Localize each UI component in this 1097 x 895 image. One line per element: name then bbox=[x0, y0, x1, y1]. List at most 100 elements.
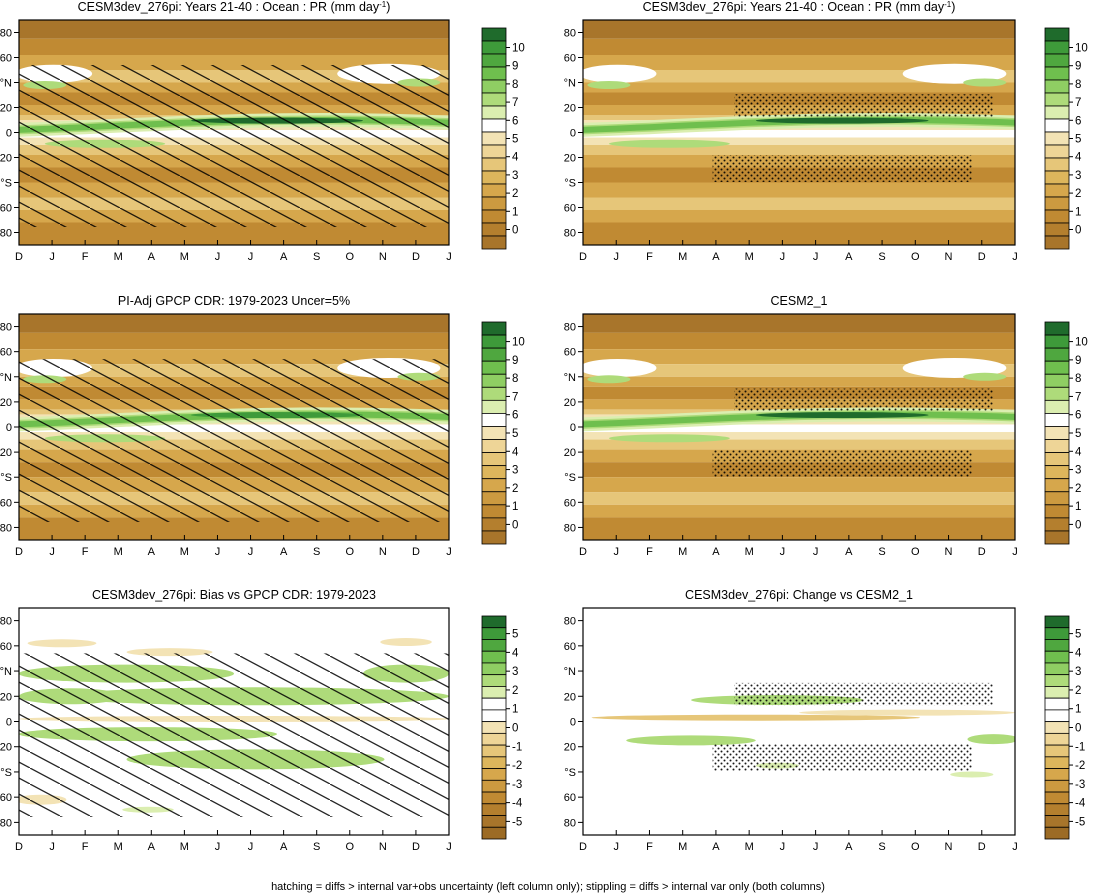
colorbar-swatch bbox=[1044, 144, 1070, 159]
change-region bbox=[591, 714, 920, 721]
colorbar-label: -4 bbox=[1075, 798, 1086, 810]
x-tick-label: M bbox=[180, 841, 189, 853]
colorbar-swatch bbox=[481, 674, 507, 687]
sh-convergence-band bbox=[608, 434, 730, 443]
colorbar-swatch bbox=[481, 426, 507, 440]
colorbar-swatch bbox=[481, 27, 507, 42]
x-tick-label: S bbox=[313, 841, 320, 853]
x-tick-label: O bbox=[345, 841, 354, 853]
x-tick-label: D bbox=[579, 546, 587, 558]
x-tick-label: M bbox=[114, 251, 123, 263]
x-tick-label: A bbox=[712, 546, 720, 558]
x-tick-label: A bbox=[712, 841, 720, 853]
y-tick-label: 0 bbox=[570, 422, 576, 434]
x-tick-label: S bbox=[878, 546, 885, 558]
colorbar-swatch bbox=[1044, 53, 1070, 68]
colorbar-swatch bbox=[1044, 170, 1070, 185]
x-tick-label: J bbox=[248, 546, 254, 558]
colorbar-label: 10 bbox=[512, 337, 525, 349]
plot-area bbox=[19, 608, 449, 835]
colorbar-label: 3 bbox=[512, 170, 518, 182]
colorbar-swatch bbox=[481, 386, 507, 401]
x-tick-label: M bbox=[180, 251, 189, 263]
x-tick-label: J bbox=[215, 546, 221, 558]
panel-bias: D J F M A M J J A S O N D J8060°N20020°S6080CESM3dev_… bbox=[0, 588, 523, 853]
colorbar-swatch bbox=[481, 639, 507, 652]
panel-title: CESM2_1 bbox=[771, 294, 828, 308]
contour-band bbox=[583, 432, 1015, 440]
colorbar-swatch bbox=[1044, 66, 1070, 81]
x-tick-label: O bbox=[911, 841, 920, 853]
colorbar-label: 7 bbox=[512, 391, 518, 403]
contour-band bbox=[19, 332, 449, 350]
x-tick-label: J bbox=[780, 251, 786, 263]
colorbar-label: 4 bbox=[1075, 647, 1082, 659]
colorbar-label: 8 bbox=[1075, 79, 1081, 91]
x-tick-label: J bbox=[780, 841, 786, 853]
colorbar-swatch bbox=[1044, 826, 1070, 840]
colorbar-swatch bbox=[1044, 386, 1070, 401]
colorbar-label: 0 bbox=[1075, 723, 1081, 735]
contour-band bbox=[583, 38, 1015, 55]
colorbar-swatch bbox=[481, 66, 507, 81]
panel-title: CESM3dev_276pi: Change vs CESM2_1 bbox=[685, 588, 913, 602]
y-tick-label: 60 bbox=[0, 203, 12, 215]
y-tick-label: °N bbox=[564, 372, 576, 384]
contour-band bbox=[583, 332, 1015, 350]
colorbar-swatch bbox=[481, 360, 507, 375]
colorbar-label: -1 bbox=[1075, 741, 1085, 753]
colorbar-swatch bbox=[1044, 697, 1070, 711]
panel-model-clim: D J F M A M J J A S O N D J8060°N20020°S6080CESM3dev_… bbox=[0, 0, 525, 263]
colorbar-swatch bbox=[1044, 399, 1070, 414]
contour-band bbox=[583, 439, 1015, 450]
y-tick-label: 80 bbox=[0, 817, 12, 829]
x-tick-label: S bbox=[313, 546, 320, 558]
colorbar-swatch bbox=[1044, 413, 1070, 427]
colorbar-swatch bbox=[1044, 334, 1070, 349]
plot-area bbox=[583, 608, 1015, 835]
nh-storm-track bbox=[583, 358, 657, 377]
y-tick-label: °S bbox=[564, 767, 576, 779]
sh-convergence-band bbox=[608, 139, 730, 148]
x-tick-label: D bbox=[978, 251, 986, 263]
x-tick-label: J bbox=[780, 546, 786, 558]
colorbar-swatch bbox=[1044, 360, 1070, 375]
colorbar-label: 1 bbox=[512, 704, 518, 716]
itcz-core bbox=[755, 117, 929, 124]
colorbar-label: 2 bbox=[1075, 483, 1081, 495]
colorbar-swatch bbox=[481, 196, 507, 211]
y-tick-label: 80 bbox=[564, 522, 576, 534]
colorbar-label: 0 bbox=[512, 519, 518, 531]
colorbar-label: 9 bbox=[1075, 355, 1081, 367]
significance-stippling bbox=[734, 388, 994, 412]
x-tick-label: J bbox=[446, 841, 452, 853]
x-tick-label: J bbox=[613, 546, 619, 558]
x-tick-label: J bbox=[446, 546, 452, 558]
plot-area bbox=[583, 20, 1015, 245]
colorbar-swatch bbox=[481, 170, 507, 185]
colorbar-label: 3 bbox=[512, 666, 518, 678]
x-tick-label: N bbox=[379, 546, 387, 558]
colorbar-swatch bbox=[481, 465, 507, 480]
colorbar-swatch bbox=[1044, 662, 1070, 676]
y-tick-label: 60 bbox=[564, 641, 576, 653]
panel-change: D J F M A M J J A S O N D J8060°N20020°S6080CESM3dev_… bbox=[564, 588, 1086, 853]
contour-band bbox=[583, 424, 1015, 433]
contour-band bbox=[19, 517, 449, 540]
colorbar-swatch bbox=[1044, 491, 1070, 506]
y-tick-label: 20 bbox=[0, 397, 12, 409]
colorbar-swatch bbox=[1044, 222, 1070, 237]
bias-region bbox=[27, 639, 97, 648]
colorbar-label: 1 bbox=[512, 206, 518, 218]
x-tick-label: J bbox=[215, 251, 221, 263]
x-tick-label: J bbox=[613, 251, 619, 263]
y-tick-label: 80 bbox=[564, 228, 576, 240]
x-tick-label: D bbox=[15, 251, 23, 263]
colorbar-swatch bbox=[481, 439, 507, 453]
colorbar-swatch bbox=[1044, 627, 1070, 640]
contour-band bbox=[583, 314, 1015, 333]
contour-band bbox=[583, 492, 1015, 505]
colorbar-swatch bbox=[481, 491, 507, 506]
x-tick-label: D bbox=[978, 546, 986, 558]
